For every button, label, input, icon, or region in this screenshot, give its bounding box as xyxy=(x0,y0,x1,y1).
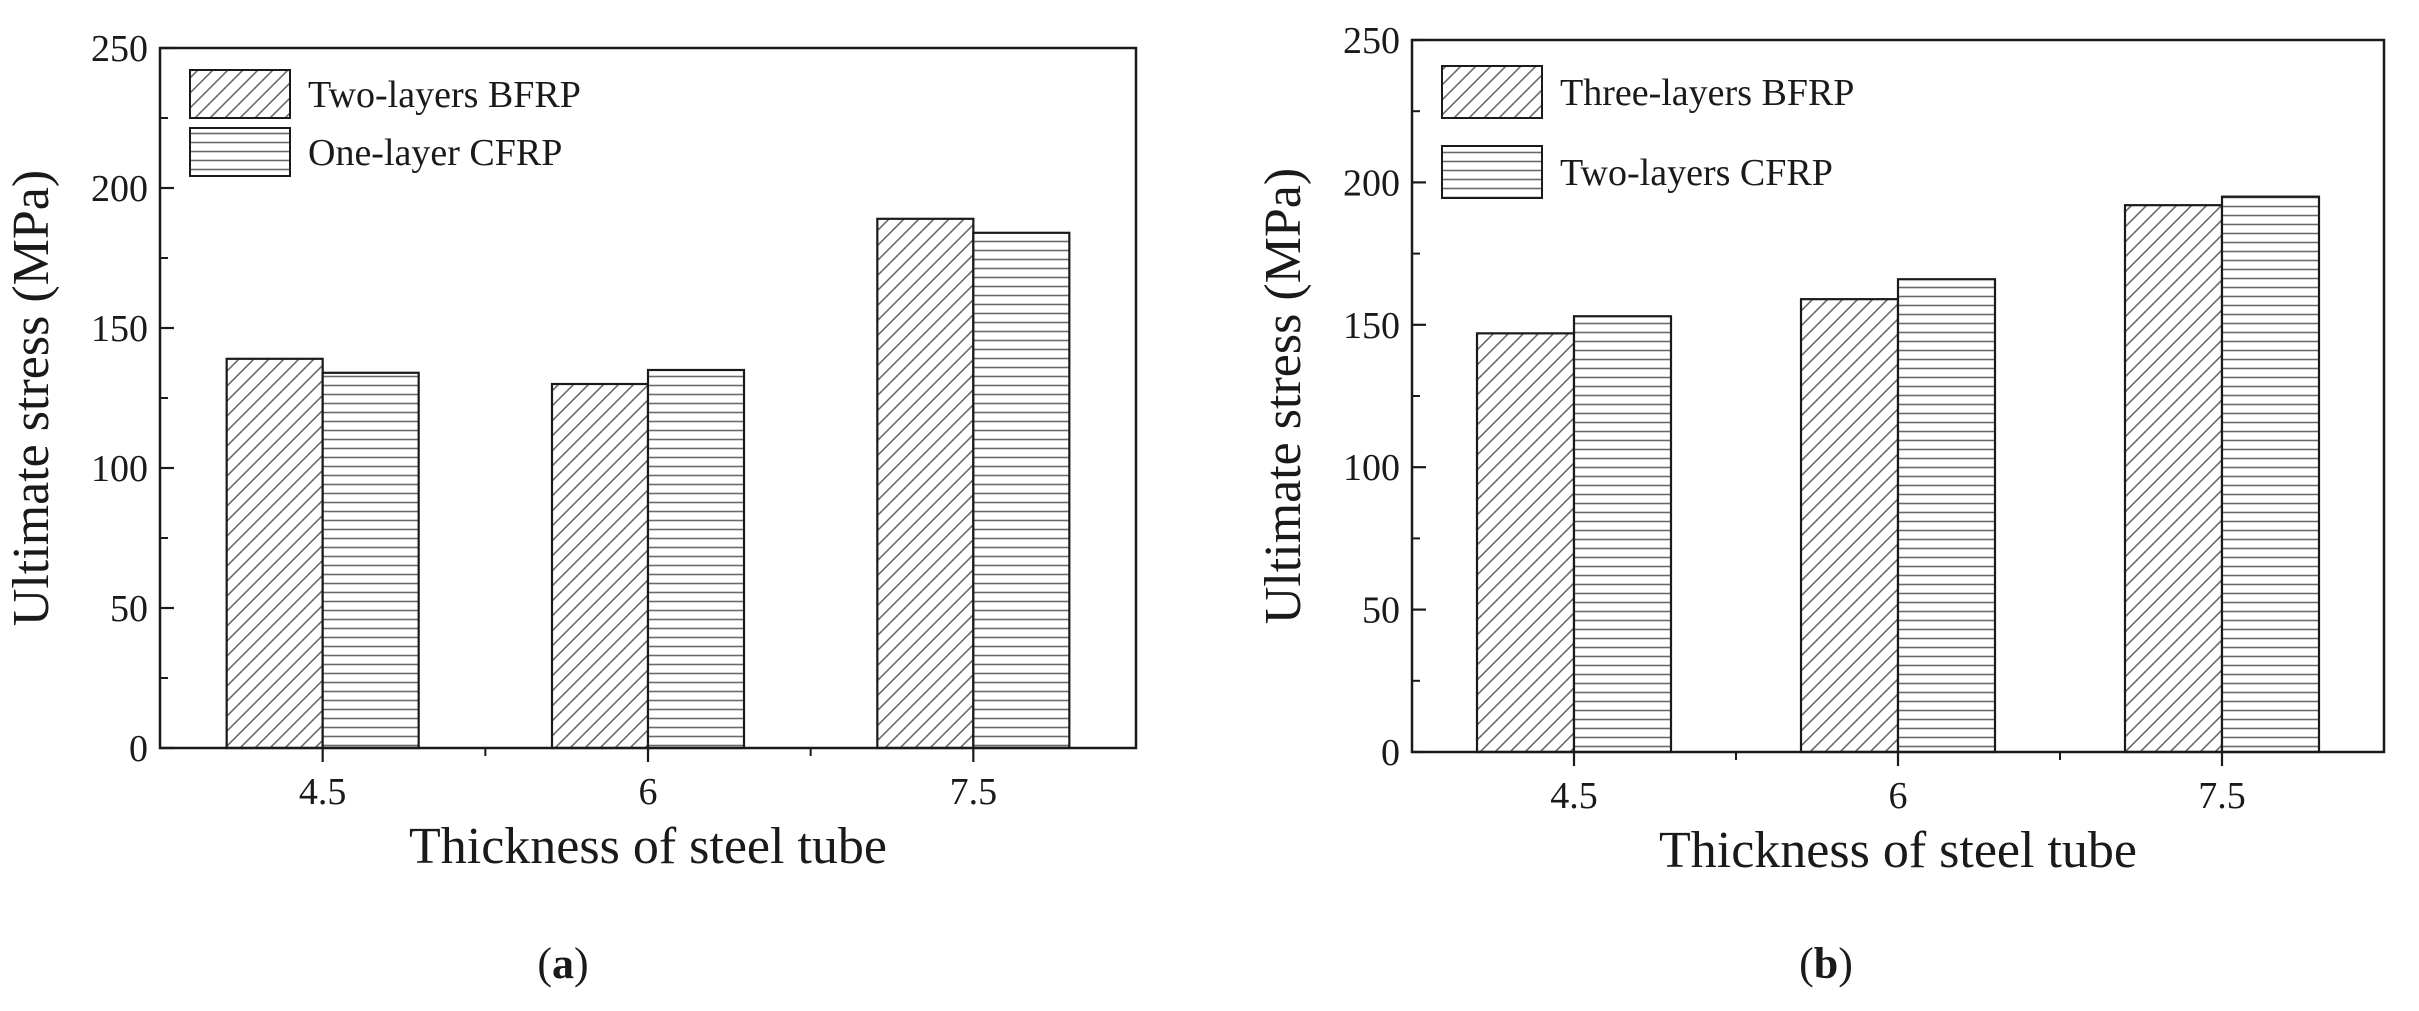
bar-diagonal-7.5 xyxy=(876,217,975,750)
x-tick-label: 7.5 xyxy=(950,771,998,813)
y-tick-label: 100 xyxy=(1343,447,1400,489)
x-axis-title: Thickness of steel tube xyxy=(1659,822,2137,879)
y-tick-label: 50 xyxy=(1362,590,1400,632)
y-tick-label: 150 xyxy=(91,308,148,350)
bar-diagonal-4.5 xyxy=(1475,332,1576,754)
y-tick-label: 0 xyxy=(129,728,148,770)
chart-panel-a: 0 50 100 150 200 250 4.5 6 7.5 Thickness of ste… xyxy=(3,28,1138,988)
legend-swatch-diagonal xyxy=(189,69,291,119)
bar-horizontal-4.5 xyxy=(1572,315,1673,754)
legend-swatch-horizontal xyxy=(1441,145,1543,199)
chart-panel-b: 0 50 100 150 200 250 4.5 6 7.5 Thickness of ste… xyxy=(1255,20,2386,988)
y-tick-label: 250 xyxy=(91,28,148,70)
legend: Two-layers BFRP One-layer CFRP xyxy=(189,69,581,177)
x-axis-title: Thickness of steel tube xyxy=(409,818,887,875)
y-tick-label: 0 xyxy=(1381,732,1400,774)
legend-label: One-layer CFRP xyxy=(308,132,562,174)
legend-swatch-diagonal xyxy=(1441,65,1543,119)
legend-swatch-horizontal xyxy=(189,127,291,177)
bar-diagonal-6 xyxy=(1799,298,1900,754)
panel-label-a: (a) xyxy=(537,939,588,988)
x-tick-label: 4.5 xyxy=(299,771,347,813)
bar-horizontal-7.5 xyxy=(972,231,1071,750)
x-tick-label: 4.5 xyxy=(1550,775,1598,817)
legend: Three-layers BFRP Two-layers CFRP xyxy=(1441,65,1854,199)
y-axis-ticks: 0 50 100 150 200 250 xyxy=(91,28,174,770)
x-axis-ticks: 4.5 6 7.5 xyxy=(1550,752,2246,817)
bar-diagonal-6 xyxy=(550,382,650,750)
bar-diagonal-7.5 xyxy=(2123,204,2224,754)
y-axis-title: Ultimate stress (MPa) xyxy=(3,170,60,626)
y-tick-label: 200 xyxy=(1343,162,1400,204)
legend-label: Two-layers BFRP xyxy=(308,74,581,116)
bars-group xyxy=(1475,195,2321,754)
bar-horizontal-6 xyxy=(1896,278,1997,754)
bar-horizontal-7.5 xyxy=(2220,195,2321,754)
bar-horizontal-4.5 xyxy=(321,371,420,750)
y-axis-ticks: 0 50 100 150 200 250 xyxy=(1343,20,1426,774)
y-tick-label: 100 xyxy=(91,448,148,490)
x-axis-ticks: 4.5 6 7.5 xyxy=(299,748,997,813)
panel-label-b: (b) xyxy=(1799,939,1853,988)
y-tick-label: 50 xyxy=(110,588,148,630)
x-tick-label: 6 xyxy=(639,771,658,813)
legend-label: Two-layers CFRP xyxy=(1560,152,1833,194)
bar-horizontal-6 xyxy=(646,368,746,750)
x-tick-label: 6 xyxy=(1889,775,1908,817)
y-tick-label: 150 xyxy=(1343,305,1400,347)
bar-diagonal-4.5 xyxy=(225,357,324,750)
bars-group xyxy=(225,217,1071,750)
y-tick-label: 200 xyxy=(91,168,148,210)
x-tick-label: 7.5 xyxy=(2198,775,2246,817)
legend-label: Three-layers BFRP xyxy=(1560,72,1854,114)
y-tick-label: 250 xyxy=(1343,20,1400,62)
y-axis-title: Ultimate stress (MPa) xyxy=(1255,168,1312,624)
